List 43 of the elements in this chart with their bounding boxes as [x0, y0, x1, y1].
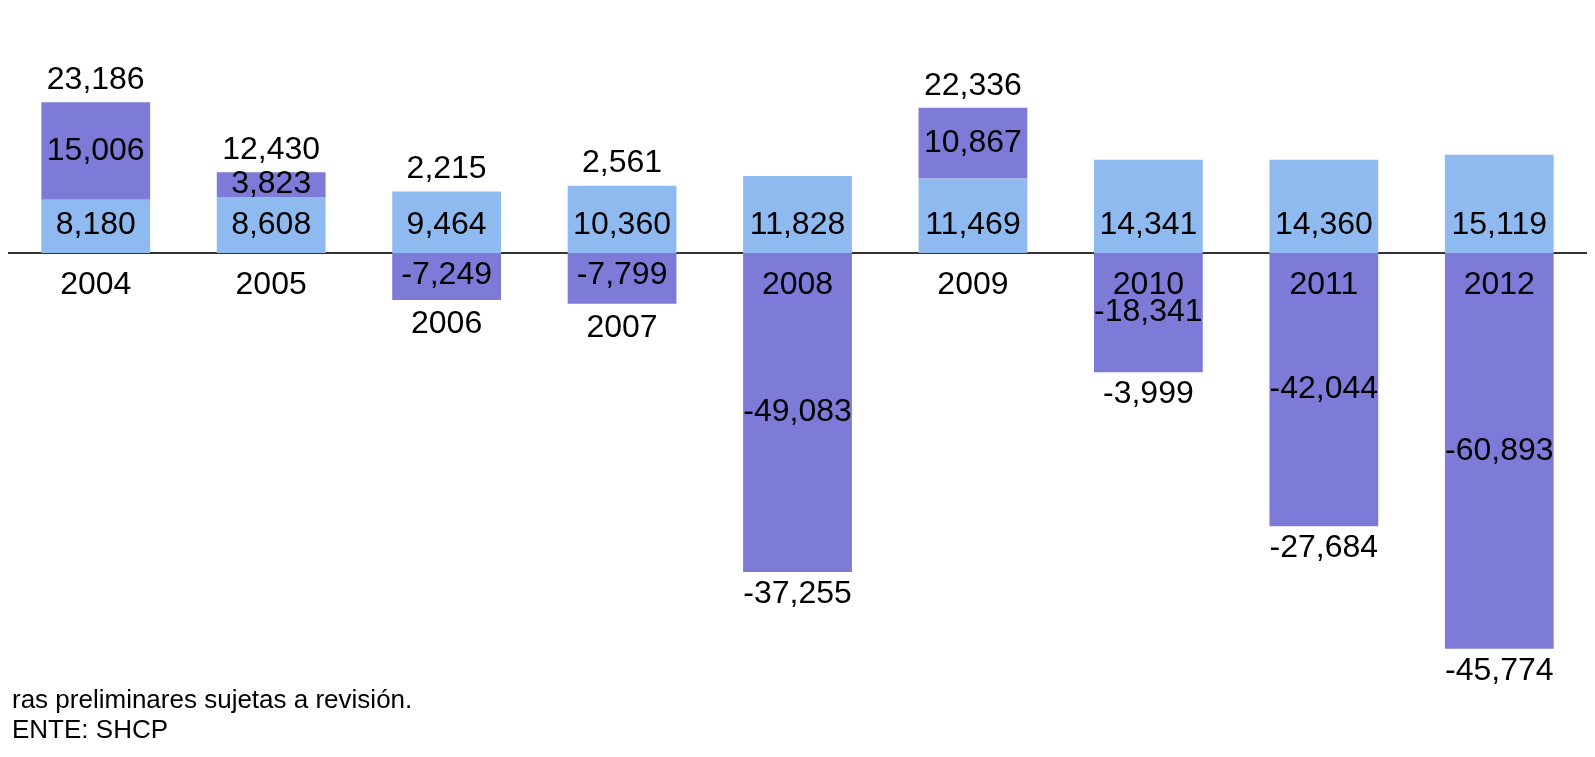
bar — [1094, 159, 1203, 253]
data-label: 10,867 — [924, 122, 1022, 159]
total-label: 2,215 — [406, 149, 487, 186]
data-label: 8,180 — [55, 204, 136, 241]
bar — [1269, 253, 1379, 527]
bar — [1444, 154, 1554, 253]
x-tick-label: 2004 — [60, 264, 132, 301]
data-label: 15,119 — [1451, 204, 1548, 241]
total-label: -3,999 — [1103, 374, 1194, 411]
text: ENTE: SHCP — [12, 714, 169, 745]
x-tick-label: 2011 — [1289, 264, 1359, 301]
total-label: -37,255 — [743, 573, 852, 610]
bar — [41, 102, 151, 200]
data-label: 8,608 — [231, 204, 312, 241]
data-label: 14,341 — [1099, 204, 1198, 241]
data-label: -7,799 — [576, 254, 668, 291]
x-tick-label: 2009 — [937, 264, 1009, 301]
total-label: -27,684 — [1269, 528, 1379, 565]
x-tick-label: 2006 — [411, 303, 483, 340]
x-tick-label: 2005 — [235, 264, 307, 301]
bar — [1444, 253, 1554, 649]
data-label: 11,469 — [925, 204, 1021, 241]
data-label: -42,044 — [1269, 369, 1379, 406]
x-tick-label: 2008 — [761, 264, 834, 301]
total-label: 2,561 — [582, 143, 663, 180]
bar — [1269, 159, 1379, 253]
total-label: 23,186 — [46, 60, 145, 97]
total-label: 12,430 — [222, 130, 321, 167]
text: ras preliminares sujetas a revisión. — [12, 684, 413, 715]
data-label: 15,006 — [46, 130, 145, 167]
data-label: -60,893 — [1445, 430, 1554, 467]
bar — [743, 253, 852, 573]
data-label: 9,464 — [406, 204, 487, 241]
data-label: 10,360 — [573, 204, 671, 241]
data-label: 3,823 — [231, 164, 312, 201]
x-tick-label: 2007 — [586, 307, 658, 344]
data-label: 14,360 — [1274, 204, 1373, 241]
data-label: 11,828 — [749, 204, 846, 241]
total-label: 22,336 — [924, 65, 1022, 102]
total-label: -45,774 — [1445, 650, 1554, 687]
x-tick-label: 2012 — [1463, 264, 1535, 301]
data-label: -49,083 — [743, 392, 852, 429]
data-label: -7,249 — [401, 254, 492, 291]
